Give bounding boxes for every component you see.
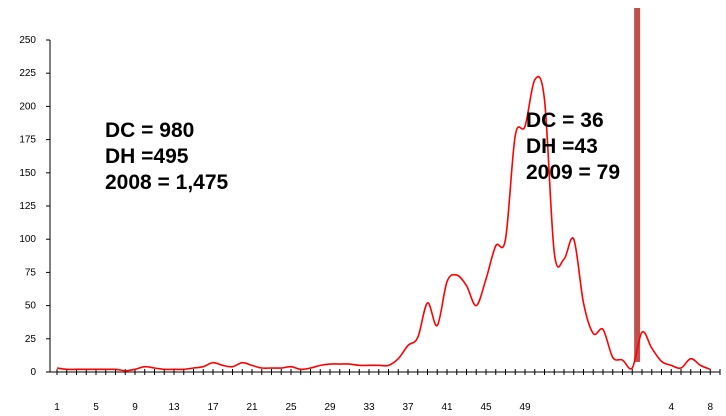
y-tick-label: 200 <box>19 101 36 112</box>
annotation-2008: DC = 980 DH =495 2008 = 1,475 <box>105 118 228 196</box>
y-tick-label: 100 <box>19 234 36 245</box>
y-tick-label: 50 <box>25 301 37 312</box>
y-tick-label: 225 <box>19 68 36 79</box>
annotation-2009-dc: DC = 36 <box>526 109 604 132</box>
y-tick-label: 250 <box>19 35 36 46</box>
x-tick-label: 21 <box>246 402 258 413</box>
series-layer <box>56 75 711 372</box>
annotation-2008-dh: DH =495 <box>105 145 189 168</box>
x-tick-label: 29 <box>324 402 336 413</box>
season-divider-bar <box>634 8 641 362</box>
x-tick-label: 1 <box>54 402 60 413</box>
x-tick-label: 8 <box>707 402 713 413</box>
x-tick-label: 5 <box>93 402 99 413</box>
y-tick-label: 175 <box>19 135 36 146</box>
annotation-2009: DC = 36 DH =43 2009 = 79 <box>526 108 620 186</box>
x-tick-label: 37 <box>402 402 414 413</box>
divider-layer <box>634 8 641 362</box>
y-tick-label: 25 <box>25 334 37 345</box>
annotation-2009-total: 2009 = 79 <box>526 161 621 184</box>
x-tick-label: 33 <box>363 402 375 413</box>
x-tick-label: 9 <box>132 402 138 413</box>
y-tick-label: 75 <box>25 267 37 278</box>
y-tick-label: 150 <box>19 168 36 179</box>
annotation-2008-total: 2008 = 1,475 <box>105 171 229 194</box>
y-tick-label: 125 <box>19 201 36 212</box>
y-tick-label: 0 <box>30 367 36 378</box>
x-tick-label: 17 <box>207 402 219 413</box>
x-tick-label: 45 <box>480 402 492 413</box>
annotation-2009-dh: DH =43 <box>526 135 598 158</box>
x-axis: 1 5 9 13 17 21 25 29 33 37 41 45 49 4 8 <box>50 369 721 413</box>
x-tick-label: 13 <box>168 402 180 413</box>
y-axis: 0 25 50 75 100 125 150 175 200 225 250 <box>19 35 51 378</box>
x-tick-label: 25 <box>285 402 297 413</box>
annotation-2008-dc: DC = 980 <box>105 119 195 142</box>
x-tick-label: 4 <box>668 402 674 413</box>
x-tick-label: 49 <box>519 402 531 413</box>
x-tick-label: 41 <box>441 402 453 413</box>
